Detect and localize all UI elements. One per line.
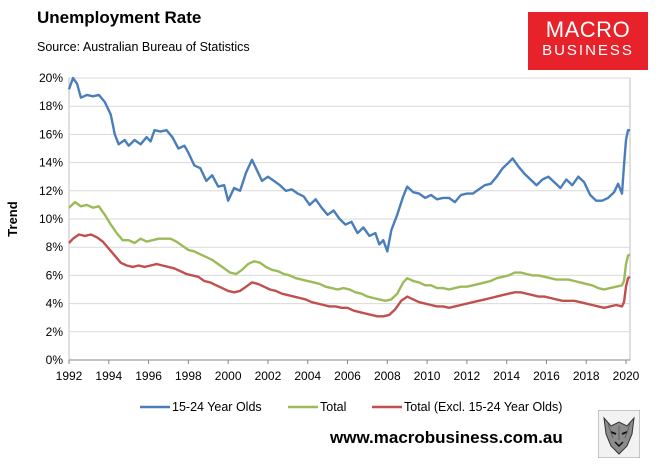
x-axis-ticks: 1992 1994 1996 1998 2000 2002 2004 2006 2008 2010… (56, 360, 640, 383)
x-tick-label: 1996 (135, 369, 162, 383)
x-tick-label: 2012 (454, 369, 481, 383)
y-tick-label: 8% (46, 240, 64, 254)
y-tick-label: 16% (39, 127, 63, 141)
x-tick-label: 2018 (573, 369, 600, 383)
y-tick-label: 10% (39, 212, 63, 226)
series-lines (67, 76, 631, 318)
series-line-3 (68, 233, 631, 318)
legend-label: Total (320, 400, 346, 414)
legend: 15-24 Year Olds Total Total (Excl. 15-24 Y… (140, 400, 562, 414)
series-line-2 (68, 200, 631, 302)
x-tick-label: 1992 (56, 369, 83, 383)
brand-logo: MACRO BUSINESS (528, 12, 648, 70)
y-axis-ticks: 0% 2% 4% 6% 8% 10% 12% 14% 16% 18% 20% (39, 71, 63, 367)
chart-subtitle: Source: Australian Bureau of Statistics (37, 40, 250, 54)
brand-line-1: MACRO (545, 17, 631, 42)
wolf-logo-icon (598, 410, 640, 458)
x-tick-label: 1994 (95, 369, 122, 383)
x-tick-label: 2020 (613, 369, 640, 383)
y-tick-label: 4% (46, 297, 64, 311)
y-axis-label: Trend (5, 201, 20, 236)
website-url: www.macrobusiness.com.au (330, 428, 563, 447)
x-tick-label: 2006 (334, 369, 361, 383)
legend-label: Total (Excl. 15-24 Year Olds) (404, 400, 562, 414)
series-line-1 (67, 76, 630, 253)
x-tick-label: 1998 (175, 369, 202, 383)
x-tick-label: 2014 (493, 369, 520, 383)
y-tick-label: 6% (46, 268, 64, 282)
x-tick-label: 2008 (374, 369, 401, 383)
gridlines (69, 77, 630, 361)
x-tick-label: 2002 (255, 369, 282, 383)
chart-title: Unemployment Rate (37, 8, 202, 27)
x-tick-label: 2016 (533, 369, 560, 383)
x-tick-label: 2000 (215, 369, 242, 383)
brand-line-2: BUSINESS (542, 42, 634, 59)
y-tick-label: 20% (39, 71, 63, 85)
y-tick-label: 0% (46, 353, 64, 367)
x-tick-label: 2004 (294, 369, 321, 383)
y-tick-label: 18% (39, 99, 63, 113)
x-tick-label: 2010 (414, 369, 441, 383)
legend-label: 15-24 Year Olds (172, 400, 262, 414)
y-tick-label: 2% (46, 325, 64, 339)
y-tick-label: 12% (39, 184, 63, 198)
y-tick-label: 14% (39, 156, 63, 170)
